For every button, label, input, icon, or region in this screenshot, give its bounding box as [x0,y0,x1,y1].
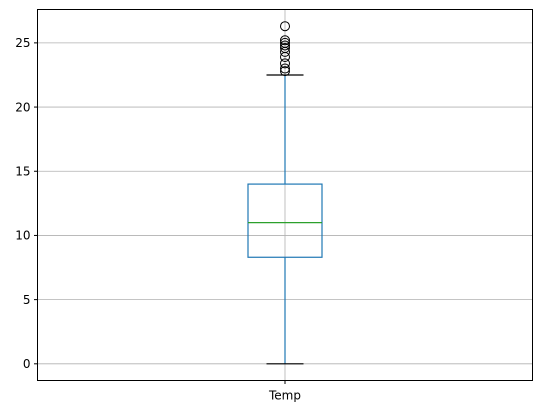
outlier-point [280,21,290,32]
outlier-point [280,37,290,48]
box-group-temp [247,21,323,365]
box-marks [247,21,323,365]
outlier-point [280,40,290,51]
y-tick-label: 25 [15,36,30,50]
outlier-point [280,43,290,54]
outlier-point [280,66,290,77]
y-tick-label: 15 [15,165,30,179]
axis-ticks: 0 5 10 15 20 25 Temp [15,36,301,402]
outlier-point [280,35,290,46]
outlier-point [280,58,290,69]
iqr-box [247,183,323,258]
x-tick-label: Temp [268,389,301,403]
y-tick-label: 5 [23,293,31,307]
outlier-point [280,63,290,74]
y-tick-label: 10 [15,229,30,243]
y-tick-label: 20 [15,100,30,114]
y-tick-label: 0 [23,357,31,371]
